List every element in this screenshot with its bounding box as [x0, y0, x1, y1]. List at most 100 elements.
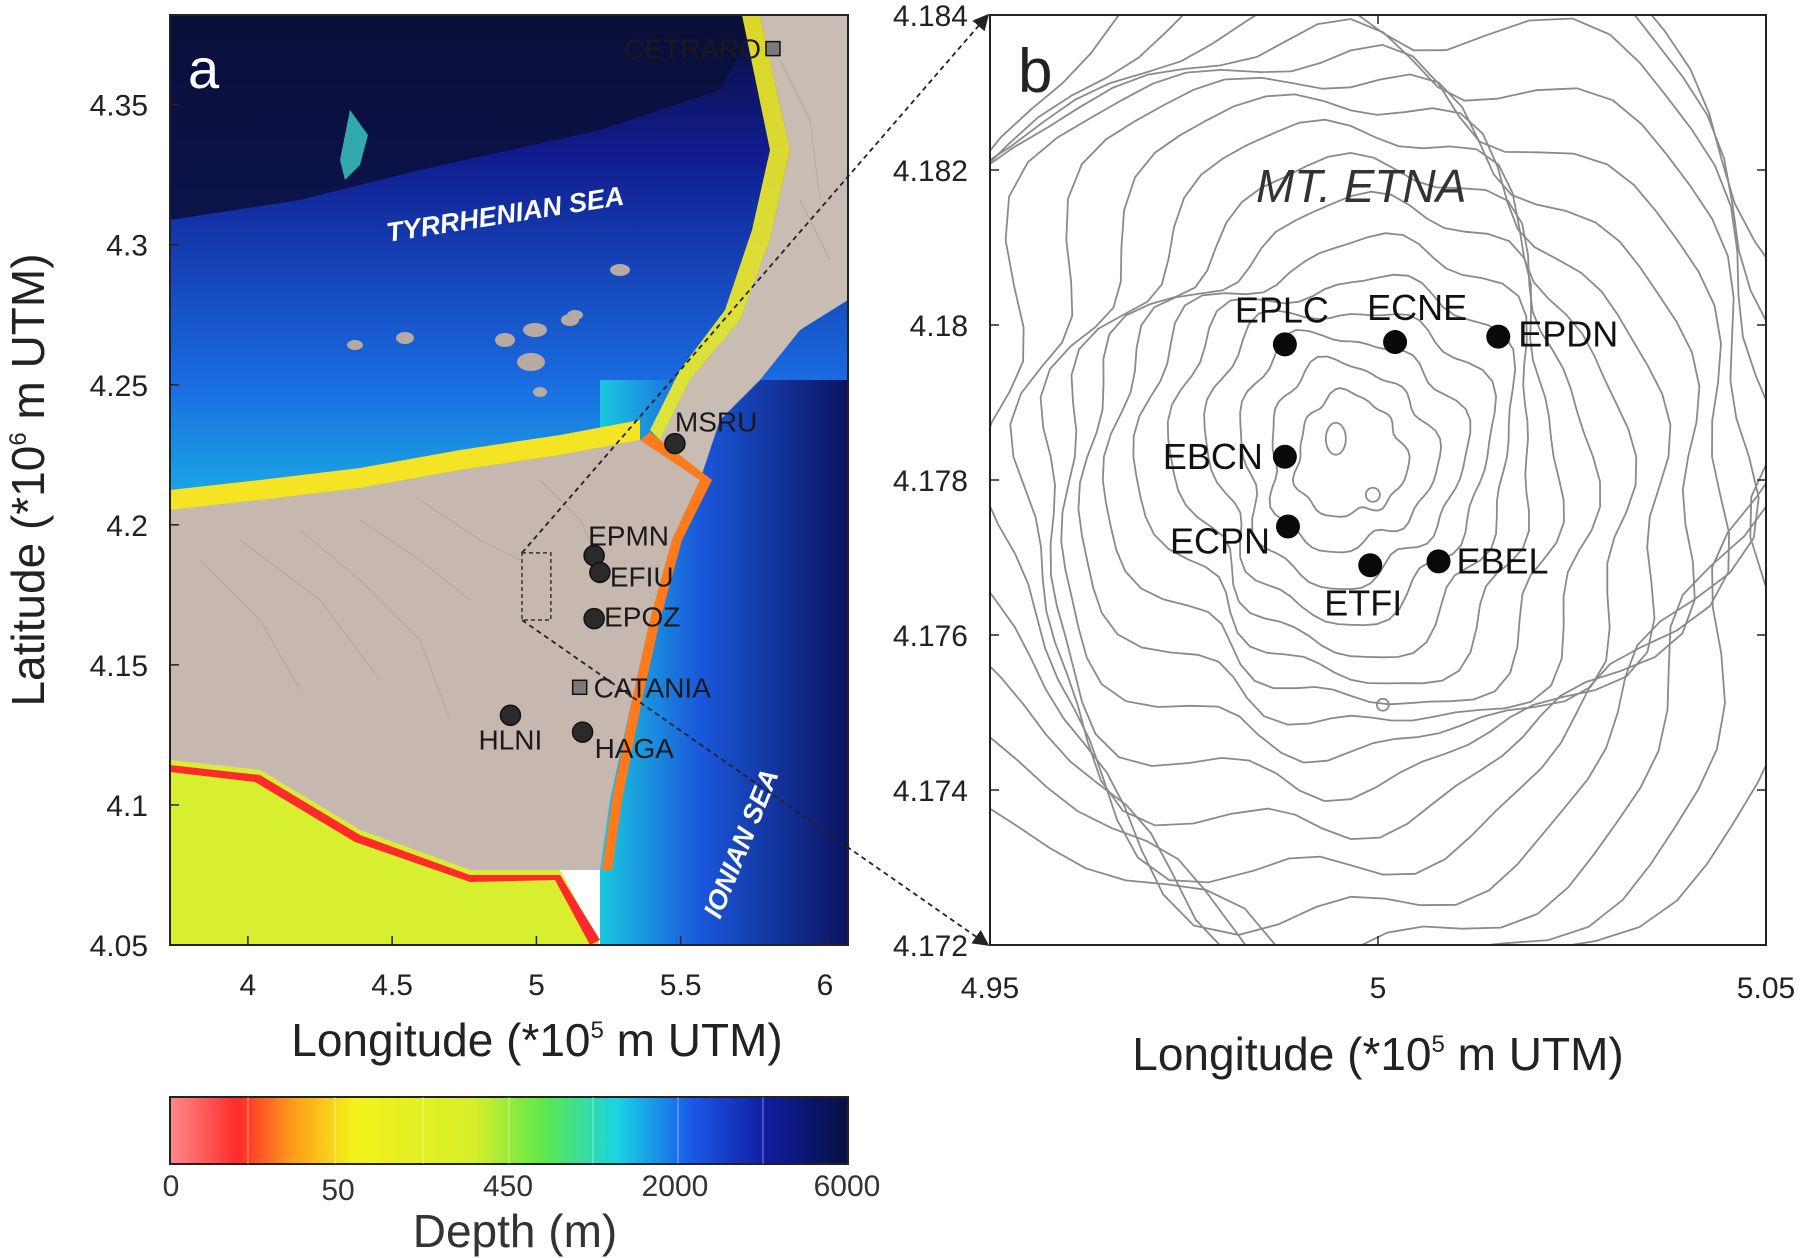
summit-contour	[1364, 486, 1381, 503]
station-marker-ecne	[1383, 330, 1408, 355]
colorbar-tick-6000: 6000	[814, 1170, 881, 1203]
station-label-hlni: HLNI	[478, 724, 542, 755]
station-label-epoz: EPOZ	[604, 602, 680, 633]
panel-a-x-axis-label: Longitude (*105 m UTM)	[291, 1014, 782, 1066]
contour-line	[1009, 73, 1701, 841]
y-tick-label: 4.15	[90, 650, 148, 683]
zoom-connector-top	[521, 13, 990, 554]
panel-b-x-axis-label: Longitude (*105 m UTM)	[1132, 1028, 1623, 1080]
station-marker-ebcn	[1272, 444, 1297, 469]
y-tick-label: 4.178	[893, 465, 968, 498]
etna-title: MT. ETNA	[1256, 160, 1466, 212]
station-label-epdn: EPDN	[1518, 314, 1618, 355]
y-tick-label: 4.2	[106, 510, 148, 543]
panel-b-y-ticks: 4.172 4.174 4.176 4.178 4.18 4.182 4.184	[893, 0, 1766, 963]
contour-line	[1166, 273, 1517, 659]
colorbar-tick-50: 50	[321, 1174, 354, 1207]
summit-contour	[1324, 421, 1347, 456]
y-tick-label: 4.35	[90, 90, 148, 123]
contour-line	[990, 15, 1766, 945]
y-tick-label: 4.3	[106, 230, 148, 263]
contour-line	[1101, 190, 1565, 706]
panel-b: b MT. ETNA EPLC ECNEEPDNEBCNECPNETFIEBEL …	[893, 0, 1795, 1080]
x-tick-label: 5	[1370, 972, 1387, 1005]
x-tick-label: 5	[528, 969, 545, 1002]
contour-line	[990, 15, 1766, 945]
station-label-etfi: ETFI	[1324, 582, 1402, 623]
panel-a: a TYRRHENIAN SEA IONIAN SEA MSRUEPMNEFIU…	[2, 14, 849, 1066]
panel-b-x-ticks: 4.95 5 5.05	[961, 15, 1795, 1005]
station-marker-haga	[571, 721, 594, 743]
colorbar-gradient	[169, 1096, 849, 1165]
topographic-contours	[990, 15, 1766, 945]
bathymetry-map	[170, 15, 848, 945]
y-tick-label: 4.176	[893, 620, 968, 653]
station-label-haga: HAGA	[595, 733, 675, 764]
colorbar-tick-0: 0	[163, 1170, 180, 1203]
station-marker-epoz	[583, 607, 605, 630]
station-marker-ecpn	[1275, 514, 1300, 539]
x-tick-label: 4.5	[371, 969, 413, 1002]
town-label-cetraro: CETRARO	[624, 34, 761, 65]
contour-line	[1060, 118, 1638, 764]
y-tick-label: 4.1	[106, 790, 148, 823]
y-tick-label: 4.174	[893, 775, 968, 808]
panel-a-y-axis-label: Latitude (*106 m UTM)	[2, 253, 54, 706]
panel-a-label: a	[188, 37, 220, 100]
station-marker-ebel	[1426, 549, 1451, 574]
etna-contour-map	[990, 15, 1766, 945]
x-tick-label: 5.05	[1737, 972, 1795, 1005]
contour-line	[1291, 387, 1411, 518]
x-tick-label: 6	[817, 969, 834, 1002]
colorbar-tick-450: 450	[483, 1170, 533, 1203]
panel-a-x-ticks: 4 4.5 5 5.5 6	[240, 936, 834, 1002]
contour-line	[1077, 151, 1602, 726]
contour-line	[990, 43, 1731, 884]
station-label-ebcn: EBCN	[1163, 436, 1263, 477]
panel-a-frame	[169, 14, 849, 946]
station-marker-hlni	[499, 704, 522, 727]
inset-box	[521, 552, 552, 621]
station-marker-msru	[664, 432, 686, 455]
panel-a-stations: MSRU EPMN EFIU EPOZ HLNI HAGA	[478, 407, 757, 765]
panel-a-y-ticks: 4.05 4.1 4.15 4.2 4.25 4.3 4.35	[90, 90, 179, 963]
station-label-epmn: EPMN	[588, 521, 669, 552]
station-marker-efiu	[589, 561, 611, 584]
station-label-ecpn: ECPN	[1170, 521, 1270, 562]
y-tick-label: 4.25	[90, 370, 148, 403]
x-tick-label: 5.5	[660, 969, 702, 1002]
contour-line	[990, 18, 1760, 936]
y-tick-label: 4.184	[893, 0, 968, 33]
station-label-msru: MSRU	[675, 407, 757, 438]
contour-line	[1039, 93, 1672, 803]
summit-contour	[1375, 697, 1390, 712]
station-marker-etfi	[1358, 553, 1383, 578]
town-label-catania: CATANIA	[594, 672, 712, 703]
station-marker-epdn	[1486, 324, 1511, 349]
contour-line	[1203, 309, 1498, 627]
panel-b-stations: EPLC ECNE EPDN EBCN ECPN ETFI EBEL	[1163, 287, 1618, 623]
station-label-ebel: EBEL	[1457, 540, 1549, 581]
colorbar-tick-2000: 2000	[642, 1170, 709, 1203]
x-tick-label: 4	[240, 969, 257, 1002]
contour-line	[1239, 328, 1472, 591]
station-marker-eplc	[1272, 332, 1297, 357]
contour-line	[990, 15, 1766, 945]
town-marker-cetraro	[765, 40, 781, 57]
panel-b-label: b	[1018, 37, 1052, 106]
zoom-connector-bottom	[521, 619, 990, 946]
y-tick-label: 4.172	[893, 930, 968, 963]
x-tick-label: 4.95	[961, 972, 1019, 1005]
y-tick-label: 4.05	[90, 930, 148, 963]
panel-a-towns: CETRARO CATANIA	[571, 34, 781, 703]
town-marker-catania	[571, 679, 588, 696]
station-label-eplc: EPLC	[1235, 289, 1329, 330]
station-label-ecne: ECNE	[1367, 287, 1467, 328]
colorbar-title: Depth (m)	[413, 1205, 617, 1257]
contour-line	[1132, 232, 1530, 685]
station-label-efiu: EFIU	[610, 561, 674, 592]
y-tick-label: 4.182	[893, 155, 968, 188]
depth-colorbar: 0 50 450 2000 6000 Depth (m)	[163, 1096, 881, 1257]
y-tick-label: 4.18	[910, 310, 968, 343]
